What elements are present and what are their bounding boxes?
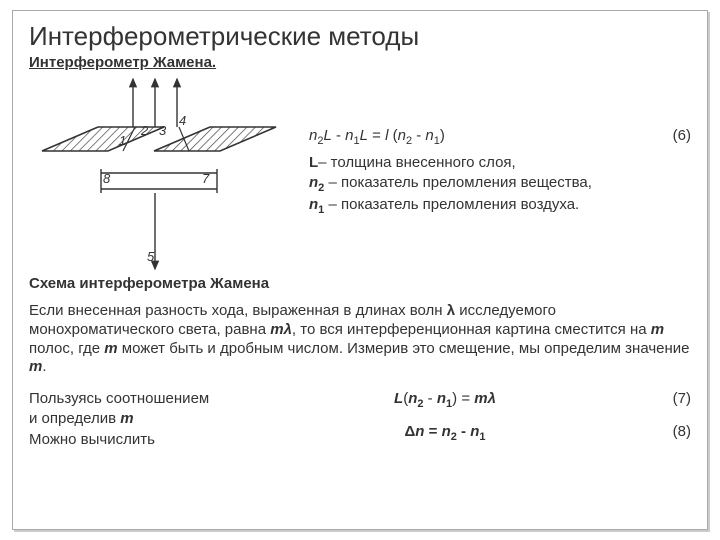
diagram-container: 1234 8 7 5	[29, 73, 309, 273]
page-subtitle: Интерферометр Жамена.	[29, 54, 691, 71]
bottom-equations-row: Пользуясь соотношением и определив m Мож…	[29, 389, 691, 453]
equation-6-number: (6)	[673, 127, 691, 147]
legend-line-n1: n1 – показатель преломления воздуха.	[309, 195, 691, 217]
svg-text:2: 2	[140, 123, 149, 138]
legend: L– толщина внесенного слоя, n2 – показат…	[309, 153, 691, 217]
svg-text:1: 1	[119, 133, 126, 148]
equation-6-body: n2L - n1L = l (n2 - n1)	[309, 127, 445, 147]
interferometer-diagram: 1234 8 7 5	[29, 73, 289, 273]
svg-text:4: 4	[179, 113, 186, 128]
equation-block: n2L - n1L = l (n2 - n1) (6) L– толщина в…	[309, 73, 691, 217]
equation-8-body: Δn = n2 - n1	[239, 422, 651, 445]
svg-text:7: 7	[202, 171, 210, 186]
figure-and-equation-row: 1234 8 7 5 n2L - n1L = l (n2 - n1) (6) L– т…	[29, 73, 691, 273]
equation-8-number: (8)	[651, 422, 691, 445]
figure-caption: Схема интерферометра Жамена	[29, 275, 691, 292]
bottom-left-line-3: Можно вычислить	[29, 430, 239, 450]
svg-text:3: 3	[159, 123, 167, 138]
legend-line-L: L– толщина внесенного слоя,	[309, 153, 691, 173]
equation-7-number: (7)	[651, 389, 691, 412]
legend-line-n2: n2 – показатель преломления вещества,	[309, 173, 691, 195]
equation-7-body: L(n2 - n1) = mλ	[239, 389, 651, 412]
bottom-left-line-2: и определив m	[29, 409, 239, 429]
slide-container: Интерферометрические методы Интерферомет…	[12, 10, 708, 530]
bottom-left-text: Пользуясь соотношением и определив m Мож…	[29, 389, 239, 453]
svg-text:5: 5	[147, 249, 155, 264]
bottom-left-line-1: Пользуясь соотношением	[29, 389, 239, 409]
main-paragraph: Если внесенная разность хода, выраженная…	[29, 302, 691, 377]
equation-6: n2L - n1L = l (n2 - n1) (6)	[309, 127, 691, 147]
svg-text:8: 8	[103, 171, 111, 186]
page-title: Интерферометрические методы	[29, 21, 691, 52]
